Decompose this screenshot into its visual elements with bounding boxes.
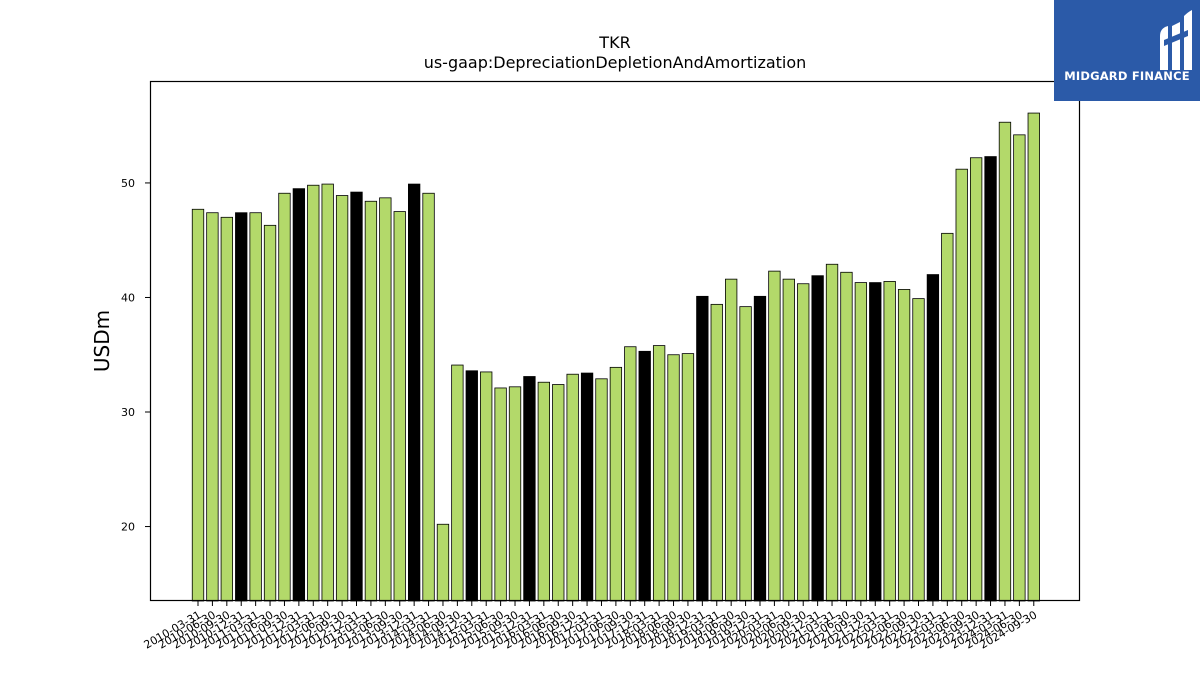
- bar: [595, 378, 608, 602]
- bar: [840, 271, 853, 602]
- bar: [494, 387, 507, 602]
- bar: [768, 270, 781, 602]
- bar: [811, 275, 824, 602]
- bar: [624, 346, 637, 602]
- bar: [869, 282, 882, 602]
- bar: [523, 376, 536, 602]
- logo-mark-icon: [1160, 10, 1192, 70]
- bar: [379, 197, 392, 602]
- bar: [1013, 134, 1026, 602]
- bar: [609, 366, 623, 602]
- bar: [249, 212, 262, 602]
- y-tick-label: 30: [121, 406, 135, 419]
- bar: [422, 192, 435, 602]
- bar: [451, 364, 464, 602]
- bar: [465, 370, 478, 602]
- bar: [552, 384, 565, 602]
- bar: [753, 295, 767, 602]
- bar: [220, 216, 233, 602]
- bar: [1027, 112, 1040, 602]
- bar: [278, 192, 291, 602]
- bar: [638, 350, 651, 602]
- brand-logo: MIDGARD FINANCE: [1054, 0, 1200, 101]
- bar: [739, 306, 752, 602]
- bar: [782, 278, 795, 602]
- bar: [508, 386, 522, 602]
- bar: [969, 157, 983, 602]
- bar: [652, 345, 666, 602]
- bar: [854, 282, 868, 602]
- y-tick-label: 20: [121, 521, 135, 534]
- logo-text: MIDGARD FINANCE: [1064, 69, 1190, 83]
- bar: [292, 188, 306, 602]
- bar: [955, 168, 968, 602]
- bar: [797, 283, 810, 602]
- bar: [825, 263, 839, 602]
- chart-subtitle: us-gaap:DepreciationDepletionAndAmortiza…: [424, 53, 807, 72]
- y-ticks-group: 20 30 40 50: [121, 177, 150, 534]
- bar: [263, 224, 277, 602]
- y-axis-label: USDm: [90, 310, 114, 372]
- bar: [235, 212, 248, 602]
- bar: [681, 353, 695, 602]
- bars-group: [191, 112, 1040, 602]
- bar: [335, 195, 349, 602]
- bar: [436, 523, 450, 602]
- bar: [537, 381, 550, 602]
- bar: [191, 208, 205, 602]
- bar: [710, 303, 723, 602]
- y-tick-label: 40: [121, 291, 135, 304]
- bar: [926, 274, 940, 602]
- bar: [667, 354, 680, 602]
- bar: [321, 183, 334, 602]
- bar: [364, 200, 378, 602]
- bar: [480, 371, 493, 602]
- bar: [307, 184, 320, 602]
- bar: [566, 373, 579, 602]
- bar: [883, 281, 896, 602]
- chart-title: TKR: [598, 33, 630, 52]
- plot-frame: [149, 80, 1081, 602]
- bar: [580, 372, 594, 602]
- bar: [912, 298, 925, 602]
- bar: [206, 212, 219, 602]
- bar: [984, 156, 997, 602]
- x-ticks-group: 2010-03-312010-06-302010-09-302010-12-31…: [142, 601, 1039, 652]
- bar: [897, 289, 911, 602]
- bar: [407, 183, 421, 602]
- bar: [393, 211, 406, 602]
- y-tick-label: 50: [121, 177, 135, 190]
- bar: [998, 121, 1012, 602]
- bar: [725, 278, 738, 602]
- bar: [941, 232, 954, 602]
- bar: [696, 295, 709, 602]
- bar: [350, 191, 363, 602]
